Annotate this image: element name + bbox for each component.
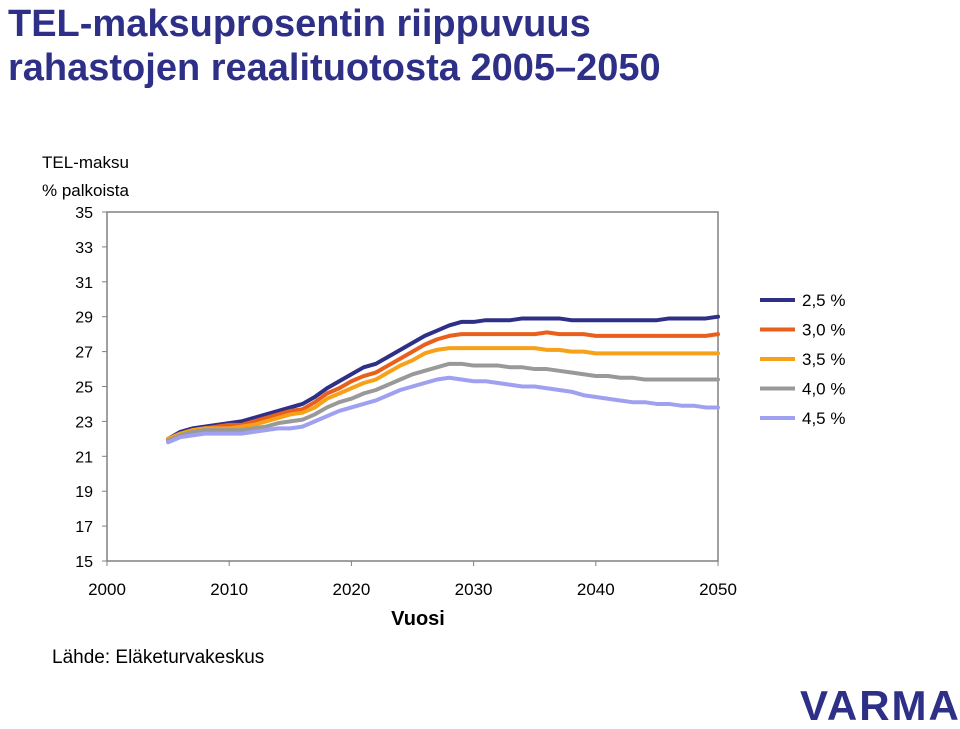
y-tick-label: 35	[75, 205, 93, 222]
series-line	[166, 375, 720, 445]
x-tick-label: 2040	[577, 580, 615, 599]
series-line	[166, 314, 720, 441]
x-axis: 2000 2010 2020 2030 2040 2050	[88, 561, 737, 599]
x-tick-label: 2050	[699, 580, 737, 599]
y-axis-title-line-1: TEL-maksu	[42, 153, 129, 172]
legend-label: 2,5 %	[802, 291, 845, 310]
source-note: Lähde: Eläketurvakeskus	[52, 647, 265, 668]
legend-label: 4,0 %	[802, 380, 845, 399]
legend-label: 3,0 %	[802, 321, 845, 340]
series-lines	[166, 314, 720, 445]
series-line	[166, 346, 720, 441]
page-title: TEL-maksuprosentin riippuvuus rahastojen…	[8, 2, 808, 90]
y-axis: 15 17 19 21 23 25 27 29 31 33 35	[75, 205, 107, 571]
x-axis-title: Vuosi	[391, 608, 445, 630]
y-tick-label: 15	[75, 554, 93, 571]
y-tick-label: 17	[75, 519, 93, 536]
series-line	[166, 361, 720, 443]
varma-logo: VARMA	[798, 680, 959, 729]
x-tick-label: 2030	[455, 580, 493, 599]
y-tick-label: 29	[75, 310, 93, 327]
x-tick-label: 2020	[332, 580, 370, 599]
x-tick-label: 2000	[88, 580, 126, 599]
legend-label: 3,5 %	[802, 350, 845, 369]
title-line-1: TEL-maksuprosentin riippuvuus	[8, 3, 591, 45]
y-tick-label: 23	[75, 414, 93, 431]
y-tick-label: 25	[75, 380, 93, 397]
legend-label: 4,5 %	[802, 409, 845, 428]
y-tick-label: 33	[75, 240, 93, 257]
y-axis-title-line-2: % palkoista	[42, 181, 129, 200]
series-line	[166, 330, 720, 441]
x-tick-label: 2010	[210, 580, 248, 599]
y-tick-label: 27	[75, 345, 93, 362]
y-tick-label: 21	[75, 449, 93, 466]
logo-text: VARMA	[800, 682, 958, 724]
y-tick-label: 19	[75, 484, 93, 501]
y-tick-label: 31	[75, 275, 93, 292]
legend: 2,5 % 3,0 % 3,5 % 4,0 % 4,5 %	[760, 291, 845, 428]
title-line-2: rahastojen reaalituotosta 2005–2050	[8, 47, 661, 89]
